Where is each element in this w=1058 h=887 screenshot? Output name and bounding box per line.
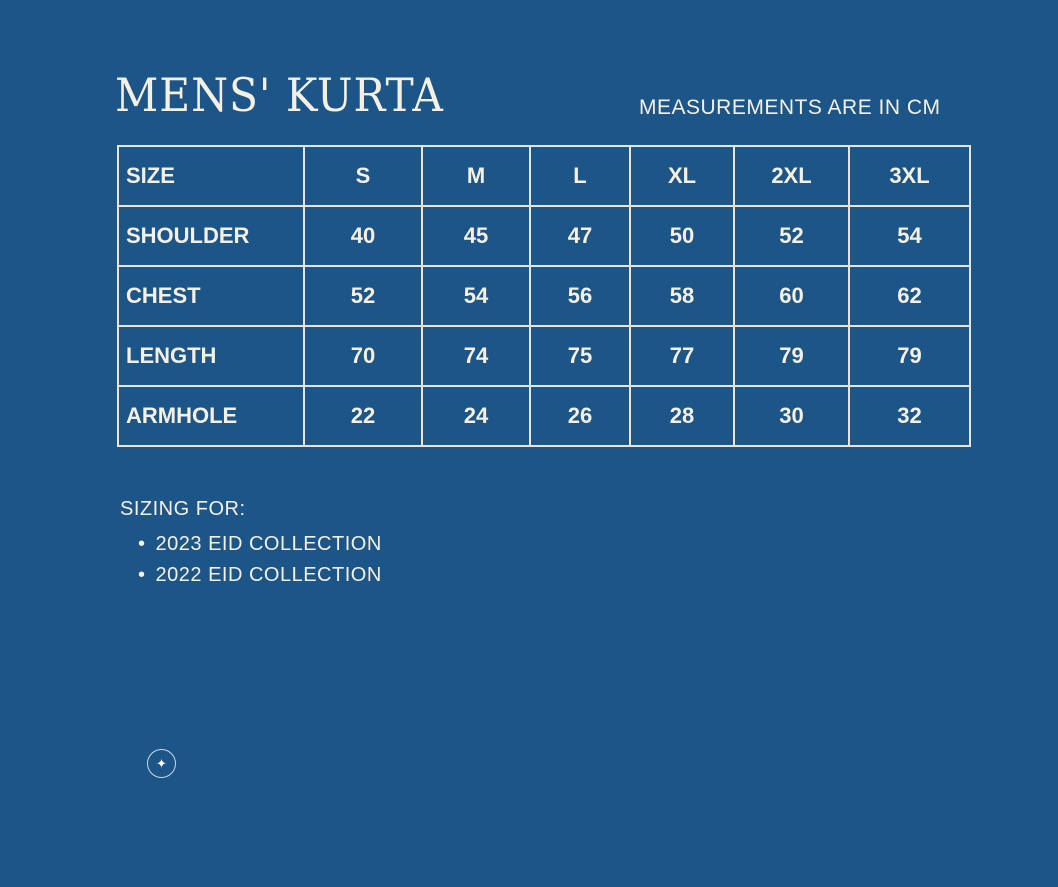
table-cell: 40 bbox=[303, 205, 423, 267]
table-cell: L bbox=[529, 145, 631, 207]
table-row: SHOULDER 40 45 47 50 52 54 bbox=[117, 205, 971, 267]
table-cell: 22 bbox=[303, 385, 423, 447]
table-cell: 58 bbox=[629, 265, 735, 327]
table-cell: 52 bbox=[733, 205, 850, 267]
row-label: ARMHOLE bbox=[117, 385, 305, 447]
header-row: SIZE S M L XL 2XL 3XL bbox=[117, 145, 971, 207]
table-cell: 50 bbox=[629, 205, 735, 267]
table-cell: 3XL bbox=[848, 145, 971, 207]
table-cell: 62 bbox=[848, 265, 971, 327]
table-cell: 24 bbox=[421, 385, 531, 447]
table-cell: 28 bbox=[629, 385, 735, 447]
row-label: SHOULDER bbox=[117, 205, 305, 267]
table-cell: M bbox=[421, 145, 531, 207]
row-label: LENGTH bbox=[117, 325, 305, 387]
table-cell: 54 bbox=[421, 265, 531, 327]
table-cell: 26 bbox=[529, 385, 631, 447]
units-note: MEASUREMENTS ARE IN CM bbox=[639, 96, 941, 119]
size-chart-table: SIZE S M L XL 2XL 3XL SHOULDER 40 45 47 50 52 54 CHEST… bbox=[117, 145, 971, 447]
table-row: LENGTH 70 74 75 77 79 79 bbox=[117, 325, 971, 387]
table-row: ARMHOLE 22 24 26 28 30 32 bbox=[117, 385, 971, 447]
table-cell: 47 bbox=[529, 205, 631, 267]
table-cell: 60 bbox=[733, 265, 850, 327]
table-cell: 79 bbox=[733, 325, 850, 387]
sizing-section: SIZING FOR: 2023 EID COLLECTION 2022 EID… bbox=[120, 498, 382, 591]
table-cell: 70 bbox=[303, 325, 423, 387]
table-cell: 74 bbox=[421, 325, 531, 387]
row-label: SIZE bbox=[117, 145, 305, 207]
table-row: CHEST 52 54 56 58 60 62 bbox=[117, 265, 971, 327]
sizing-label: SIZING FOR: bbox=[120, 498, 246, 520]
list-item: 2023 EID COLLECTION bbox=[138, 529, 382, 560]
table-cell: 52 bbox=[303, 265, 423, 327]
list-item: 2022 EID COLLECTION bbox=[138, 560, 382, 591]
table-cell: 45 bbox=[421, 205, 531, 267]
table-cell: 2XL bbox=[733, 145, 850, 207]
table-cell: 32 bbox=[848, 385, 971, 447]
table-cell: 30 bbox=[733, 385, 850, 447]
table-cell: 77 bbox=[629, 325, 735, 387]
table-cell: 79 bbox=[848, 325, 971, 387]
table-cell: XL bbox=[629, 145, 735, 207]
table-cell: 54 bbox=[848, 205, 971, 267]
row-label: CHEST bbox=[117, 265, 305, 327]
table-cell: 75 bbox=[529, 325, 631, 387]
sparkle-icon: ✦ bbox=[147, 749, 176, 778]
page-title: MENS' KURTA bbox=[115, 68, 444, 122]
collection-list: 2023 EID COLLECTION 2022 EID COLLECTION bbox=[120, 529, 382, 591]
table-cell: 56 bbox=[529, 265, 631, 327]
table-cell: S bbox=[303, 145, 423, 207]
